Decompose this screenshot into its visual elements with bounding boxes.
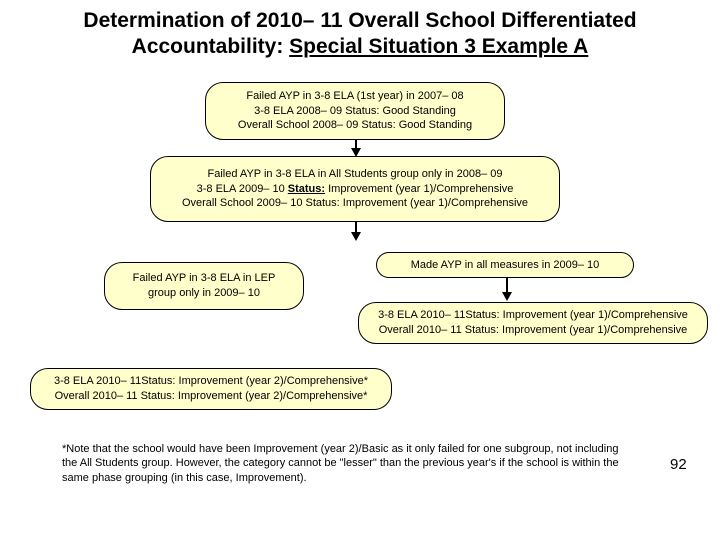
slide-title: Determination of 2010– 11 Overall School… [0, 0, 720, 61]
box2-line1: Failed AYP in 3-8 ELA in All Students gr… [208, 167, 503, 182]
footnote-text: *Note that the school would have been Im… [62, 443, 619, 484]
box1-line3: Overall School 2008– 09 Status: Good Sta… [238, 118, 472, 133]
box2-line2: 3-8 ELA 2009– 10 Status: Improvement (ye… [197, 182, 514, 197]
box-2007-08: Failed AYP in 3-8 ELA (1st year) in 2007… [205, 82, 505, 140]
arrow-3-head [502, 292, 512, 301]
title-line1: Determination of 2010– 11 Overall School… [83, 9, 636, 32]
footnote: *Note that the school would have been Im… [62, 442, 634, 485]
box-2008-09: Failed AYP in 3-8 ELA in All Students gr… [150, 156, 560, 222]
box6-line2: Overall 2010– 11 Status: Improvement (ye… [55, 389, 368, 404]
page-number: 92 [670, 456, 687, 473]
box1-line1: Failed AYP in 3-8 ELA (1st year) in 2007… [246, 89, 463, 104]
title-line2-prefix: Accountability: [132, 35, 290, 58]
box6-line1: 3-8 ELA 2010– 11Status: Improvement (yea… [54, 374, 368, 389]
box-2010-11-year2: 3-8 ELA 2010– 11Status: Improvement (yea… [30, 368, 392, 410]
box4-line1: Made AYP in all measures in 2009– 10 [411, 258, 600, 273]
box-2010-11-year1: 3-8 ELA 2010– 11Status: Improvement (yea… [358, 302, 708, 344]
box-made-ayp-2009-10: Made AYP in all measures in 2009– 10 [376, 252, 634, 278]
title-line2-underline: Special Situation 3 Example A [289, 35, 588, 58]
box3-line1: Failed AYP in 3-8 ELA in LEP [133, 271, 276, 286]
box-lep-2009-10: Failed AYP in 3-8 ELA in LEP group only … [104, 262, 304, 310]
box1-line2: 3-8 ELA 2008– 09 Status: Good Standing [254, 104, 456, 119]
box5-line1: 3-8 ELA 2010– 11Status: Improvement (yea… [378, 308, 688, 323]
box5-line2: Overall 2010– 11 Status: Improvement (ye… [379, 323, 688, 338]
box3-line2: group only in 2009– 10 [148, 286, 260, 301]
arrow-2-head [351, 232, 361, 241]
box2-line3: Overall School 2009– 10 Status: Improvem… [182, 196, 528, 211]
